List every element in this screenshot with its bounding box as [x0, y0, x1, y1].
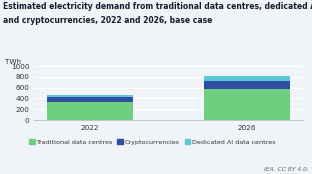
Bar — [204, 89, 290, 120]
Bar — [204, 81, 290, 89]
Bar — [204, 76, 290, 81]
Text: and cryptocurrencies, 2022 and 2026, base case: and cryptocurrencies, 2022 and 2026, bas… — [3, 16, 212, 25]
Legend: Traditional data centres, Cryptocurrencies, Dedicated AI data centres: Traditional data centres, Cryptocurrenci… — [26, 136, 279, 147]
Bar — [46, 102, 133, 120]
Text: IEA. CC BY 4.0.: IEA. CC BY 4.0. — [264, 167, 309, 172]
Bar — [46, 95, 133, 97]
Text: Estimated electricity demand from traditional data centres, dedicated AI data ce: Estimated electricity demand from tradit… — [3, 2, 312, 11]
Bar — [46, 97, 133, 102]
Y-axis label: TWh: TWh — [5, 59, 21, 65]
